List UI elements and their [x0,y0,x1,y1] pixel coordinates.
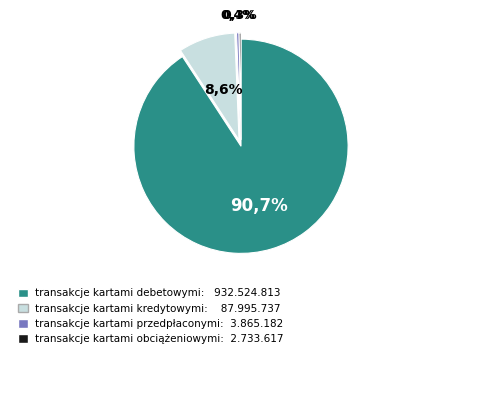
Text: 0,3%: 0,3% [223,9,257,22]
Wedge shape [237,33,241,140]
Text: 90,7%: 90,7% [230,197,288,215]
Wedge shape [180,33,239,140]
Wedge shape [239,33,241,140]
Legend: transakcje kartami debetowymi:   932.524.813, transakcje kartami kredytowymi:   : transakcje kartami debetowymi: 932.524.8… [15,286,286,347]
Text: 0,4%: 0,4% [220,9,254,22]
Wedge shape [134,39,348,253]
Text: 8,6%: 8,6% [204,83,242,97]
